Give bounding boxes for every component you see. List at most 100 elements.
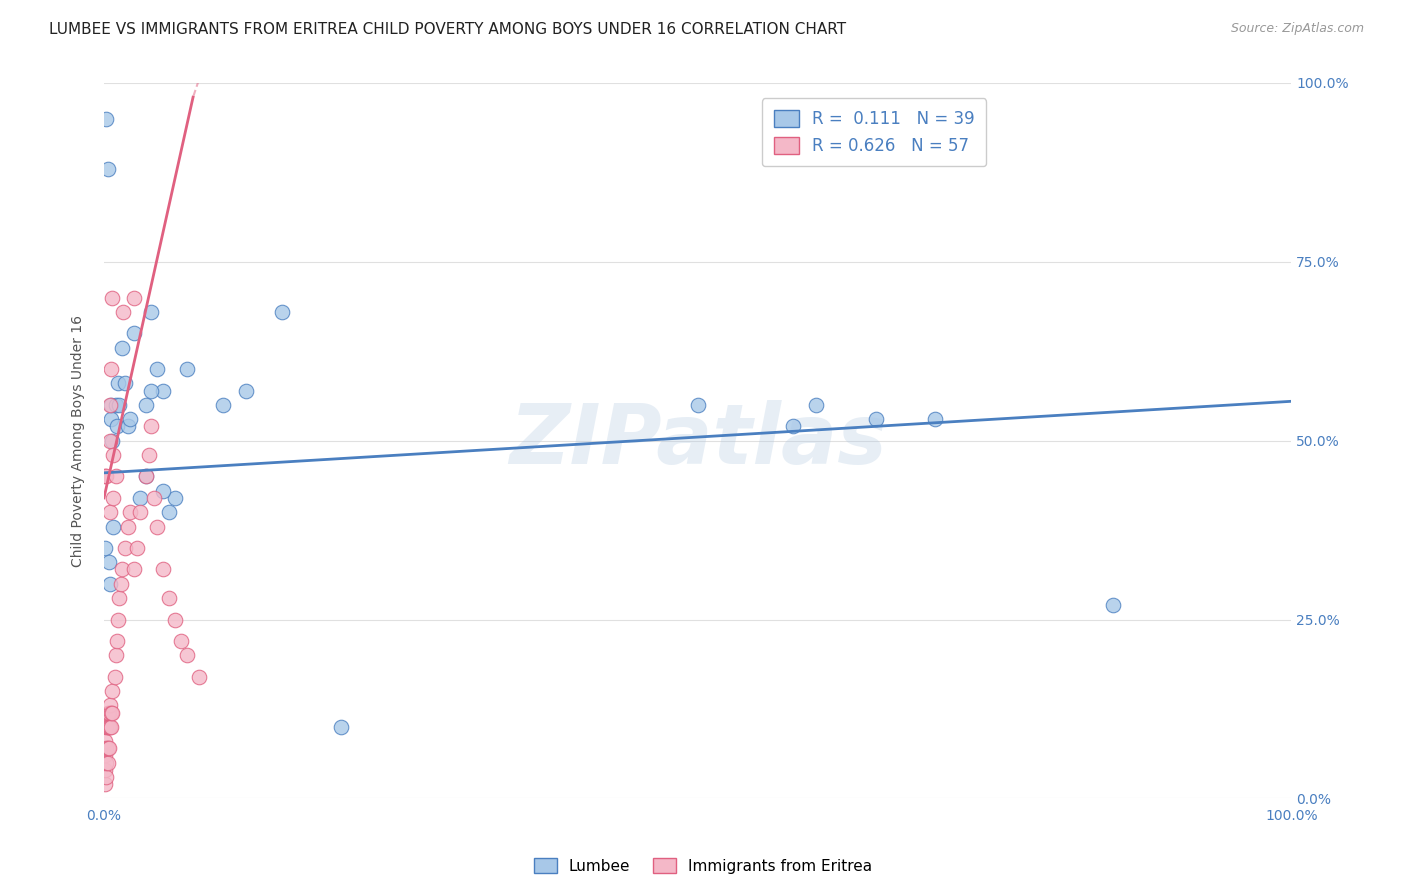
Point xyxy=(165,613,187,627)
Point xyxy=(97,720,120,734)
Point xyxy=(157,505,180,519)
Point xyxy=(94,763,117,777)
Point xyxy=(170,634,193,648)
Point xyxy=(104,469,127,483)
Point xyxy=(211,398,233,412)
Point xyxy=(165,491,187,505)
Point xyxy=(100,412,122,426)
Point xyxy=(120,412,142,426)
Point xyxy=(117,519,139,533)
Point xyxy=(100,362,122,376)
Point xyxy=(108,398,131,412)
Point xyxy=(101,706,124,720)
Point xyxy=(103,519,125,533)
Point xyxy=(96,756,118,770)
Point xyxy=(128,491,150,505)
Point xyxy=(96,756,118,770)
Point xyxy=(101,684,124,698)
Point xyxy=(104,648,127,663)
Point xyxy=(96,161,118,176)
Point xyxy=(100,720,122,734)
Point xyxy=(94,469,117,483)
Point xyxy=(122,562,145,576)
Point xyxy=(135,398,157,412)
Point xyxy=(100,398,122,412)
Point xyxy=(110,576,132,591)
Point xyxy=(120,505,142,519)
Point xyxy=(96,112,118,126)
Point xyxy=(104,670,127,684)
Point xyxy=(107,376,129,391)
Point xyxy=(141,305,163,319)
Point xyxy=(108,591,131,605)
Point xyxy=(122,326,145,341)
Point xyxy=(101,291,124,305)
Text: LUMBEE VS IMMIGRANTS FROM ERITREA CHILD POVERTY AMONG BOYS UNDER 16 CORRELATION : LUMBEE VS IMMIGRANTS FROM ERITREA CHILD … xyxy=(49,22,846,37)
Point xyxy=(128,505,150,519)
Point xyxy=(96,741,118,756)
Point xyxy=(96,741,118,756)
Point xyxy=(94,748,117,763)
Point xyxy=(865,412,887,426)
Point xyxy=(924,412,946,426)
Point xyxy=(98,698,121,713)
Point xyxy=(176,362,198,376)
Point xyxy=(105,419,128,434)
Point xyxy=(94,541,117,555)
Point xyxy=(111,341,134,355)
Point xyxy=(103,491,125,505)
Point xyxy=(94,734,117,748)
Point xyxy=(686,398,709,412)
Point xyxy=(271,305,294,319)
Point xyxy=(117,419,139,434)
Point xyxy=(146,519,169,533)
Point xyxy=(142,491,165,505)
Point xyxy=(135,469,157,483)
Point xyxy=(101,434,124,448)
Point xyxy=(98,576,121,591)
Point xyxy=(107,613,129,627)
Point xyxy=(152,562,174,576)
Point xyxy=(94,777,117,791)
Point xyxy=(96,720,118,734)
Point xyxy=(1102,598,1125,612)
Point xyxy=(138,448,160,462)
Point xyxy=(141,419,163,434)
Point xyxy=(806,398,828,412)
Point xyxy=(97,555,120,569)
Point xyxy=(111,562,134,576)
Point xyxy=(188,670,211,684)
Point xyxy=(96,770,118,784)
Point xyxy=(135,469,157,483)
Point xyxy=(98,434,121,448)
Point xyxy=(96,720,118,734)
Point xyxy=(104,398,127,412)
Text: Source: ZipAtlas.com: Source: ZipAtlas.com xyxy=(1230,22,1364,36)
Point xyxy=(235,384,257,398)
Point xyxy=(127,541,149,555)
Point xyxy=(98,505,121,519)
Point xyxy=(97,706,120,720)
Point xyxy=(152,384,174,398)
Point xyxy=(111,305,134,319)
Point xyxy=(114,541,136,555)
Legend: R =  0.111   N = 39, R = 0.626   N = 57: R = 0.111 N = 39, R = 0.626 N = 57 xyxy=(762,98,986,167)
Legend: Lumbee, Immigrants from Eritrea: Lumbee, Immigrants from Eritrea xyxy=(527,852,879,880)
Text: ZIPatlas: ZIPatlas xyxy=(509,401,887,481)
Point xyxy=(114,376,136,391)
Point xyxy=(97,741,120,756)
Point xyxy=(330,720,353,734)
Point xyxy=(141,384,163,398)
Y-axis label: Child Poverty Among Boys Under 16: Child Poverty Among Boys Under 16 xyxy=(72,315,86,566)
Point xyxy=(98,398,121,412)
Point xyxy=(100,706,122,720)
Point xyxy=(96,706,118,720)
Point xyxy=(96,469,118,483)
Point xyxy=(176,648,198,663)
Point xyxy=(98,720,121,734)
Point xyxy=(152,483,174,498)
Point xyxy=(105,634,128,648)
Point xyxy=(146,362,169,376)
Point xyxy=(122,291,145,305)
Point xyxy=(157,591,180,605)
